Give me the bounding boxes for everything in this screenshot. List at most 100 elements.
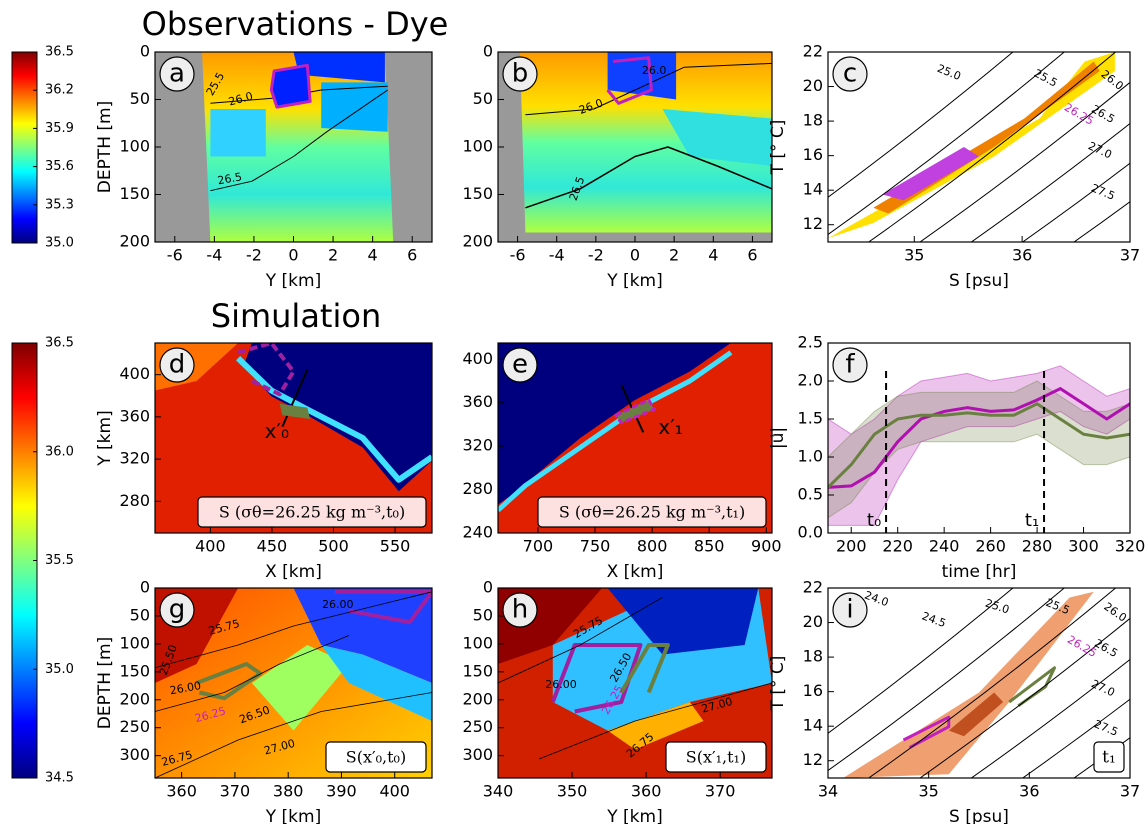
- panel-label: g: [169, 595, 186, 625]
- panel-label: h: [512, 595, 528, 625]
- panel-label: a: [169, 59, 185, 89]
- contour-label: 26.5: [1092, 637, 1120, 661]
- heading: Observations - Dye: [142, 5, 449, 43]
- y-tick-label: 20: [803, 612, 823, 631]
- y-tick-label: 12: [803, 750, 823, 769]
- field-shape: [210, 109, 265, 157]
- y-tick-label: 0: [483, 42, 493, 61]
- contour-label: 27.0: [1086, 139, 1114, 161]
- x-tick-label: -4: [549, 246, 565, 265]
- y-tick-label: 100: [119, 633, 150, 652]
- y-tick-label: 50: [130, 605, 150, 624]
- y-tick-label: 18: [803, 111, 823, 130]
- y-tick-label: 36.0: [45, 444, 74, 459]
- y-tick-label: 36.5: [45, 45, 74, 60]
- y-tick-label: 1.5: [798, 409, 823, 428]
- x-tick-label: -4: [206, 246, 222, 265]
- contour-label: 25.0: [984, 597, 1011, 617]
- y-tick-label: 300: [462, 745, 493, 764]
- y-tick-label: 35.5: [45, 553, 74, 568]
- contour-label: 25.0: [935, 62, 963, 83]
- y-axis-label: DEPTH [m]: [95, 101, 115, 193]
- y-tick-label: 36.2: [45, 83, 74, 98]
- y-tick-label: 35.3: [45, 197, 74, 212]
- plot-area: [828, 366, 1130, 526]
- x-axis-label: S [psu]: [949, 807, 1009, 824]
- x-tick-label: 550: [380, 537, 411, 556]
- x-tick-label: 36: [1012, 246, 1032, 265]
- y-axis-label: Y [km]: [95, 410, 115, 466]
- box-label: S (σθ=26.25 kg m⁻³,t₁): [559, 503, 745, 522]
- x-tick-label: -2: [588, 246, 604, 265]
- y-tick-label: 35.0: [45, 662, 74, 677]
- y-tick-label: 2.5: [798, 333, 823, 352]
- x-axis-label: X [km]: [265, 562, 322, 582]
- contour-label: 25.5: [1032, 67, 1060, 90]
- y-tick-label: 150: [462, 184, 493, 203]
- x-tick-label: 340: [483, 782, 514, 801]
- panel-label: i: [846, 595, 853, 625]
- x-tick-label: -2: [246, 246, 262, 265]
- heading: Simulation: [211, 297, 381, 335]
- y-tick-label: 22: [803, 578, 823, 597]
- x-tick-label: 700: [523, 537, 554, 556]
- plot-area: [155, 52, 432, 242]
- x-tick-label: -6: [167, 246, 183, 265]
- contour-label: 26.5: [1089, 103, 1117, 127]
- x-tick-label: 300: [1068, 537, 1099, 556]
- x-tick-label: 350: [557, 782, 588, 801]
- y-tick-label: 0.5: [798, 485, 823, 504]
- x-tick-label: 370: [220, 782, 251, 801]
- y-tick-label: 12: [803, 214, 823, 233]
- contour-label: x′₀: [265, 419, 289, 443]
- y-tick-label: 35.9: [45, 121, 74, 136]
- x-axis-label: Y [km]: [265, 271, 321, 291]
- y-tick-label: 16: [803, 145, 823, 164]
- y-tick-label: 200: [462, 232, 493, 251]
- x-tick-label: 6: [407, 246, 417, 265]
- x-tick-label: 37: [1120, 782, 1140, 801]
- y-tick-label: 35.6: [45, 159, 74, 174]
- x-tick-label: 240: [929, 537, 960, 556]
- x-tick-label: 280: [1022, 537, 1053, 556]
- x-tick-label: 370: [705, 782, 736, 801]
- x-tick-label: 35: [904, 246, 924, 265]
- y-tick-label: 1.0: [798, 447, 823, 466]
- contour-label: 26.0: [1101, 600, 1129, 625]
- x-axis-label: X [km]: [607, 562, 664, 582]
- contour-label: x′₁: [658, 415, 682, 439]
- box-label: S(x′₁,t₁): [686, 748, 746, 767]
- y-tick-label: 50: [130, 89, 150, 108]
- x-tick-label: 0: [630, 246, 640, 265]
- x-tick-label: 220: [882, 537, 913, 556]
- x-tick-label: 500: [318, 537, 349, 556]
- y-tick-label: 100: [119, 137, 150, 156]
- y-tick-label: 0: [140, 578, 150, 597]
- y-tick-label: 0.0: [798, 523, 823, 542]
- y-axis-label: DEPTH [m]: [95, 637, 115, 729]
- y-tick-label: 320: [462, 436, 493, 455]
- y-tick-label: 360: [119, 406, 150, 425]
- contour-label: 26.00: [322, 598, 354, 611]
- panel-label: e: [512, 350, 528, 380]
- contour-label: 26.0: [642, 64, 667, 77]
- x-axis-label: S [psu]: [949, 271, 1009, 291]
- field-shape: [882, 147, 979, 200]
- x-tick-label: 36: [1019, 782, 1039, 801]
- x-tick-label: 850: [694, 537, 725, 556]
- x-tick-label: 360: [631, 782, 662, 801]
- x-tick-label: 400: [195, 537, 226, 556]
- y-axis-label: |u⃗|: [768, 427, 788, 449]
- y-tick-label: 34.5: [45, 771, 74, 786]
- y-tick-label: 280: [462, 479, 493, 498]
- y-tick-label: 35.0: [45, 236, 74, 251]
- x-tick-label: 900: [751, 537, 782, 556]
- x-tick-label: 37: [1120, 246, 1140, 265]
- x-tick-label: 2: [328, 246, 338, 265]
- field-shape: [843, 592, 1094, 778]
- y-tick-label: 150: [119, 184, 150, 203]
- y-tick-label: 320: [119, 449, 150, 468]
- y-tick-label: 150: [119, 661, 150, 680]
- panel-label: b: [512, 59, 529, 89]
